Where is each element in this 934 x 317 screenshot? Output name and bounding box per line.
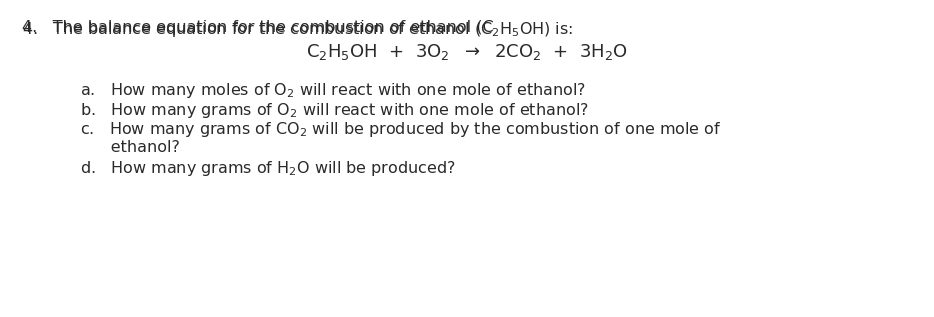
Text: ethanol?: ethanol?: [80, 139, 180, 154]
Text: a.   How many moles of $\mathregular{O_2}$ will react with one mole of ethanol?: a. How many moles of $\mathregular{O_2}$…: [80, 81, 586, 100]
Text: 4.   The balance equation for the combustion of ethanol ($\mathregular{C_2H_5OH}: 4. The balance equation for the combusti…: [22, 20, 573, 39]
Text: d.   How many grams of $\mathregular{H_2O}$ will be produced?: d. How many grams of $\mathregular{H_2O}…: [80, 159, 456, 178]
Text: 4.   The balance equation for the combustion of ethanol (C: 4. The balance equation for the combusti…: [22, 20, 494, 35]
Text: c.   How many grams of $\mathregular{CO_2}$ will be produced by the combustion o: c. How many grams of $\mathregular{CO_2}…: [80, 120, 722, 139]
Text: b.   How many grams of $\mathregular{O_2}$ will react with one mole of ethanol?: b. How many grams of $\mathregular{O_2}$…: [80, 100, 588, 120]
Text: $\mathregular{C_2H_5OH}$  +  3$\mathregular{O_2}$  $\rightarrow$  2$\mathregular: $\mathregular{C_2H_5OH}$ + 3$\mathregula…: [306, 42, 628, 62]
